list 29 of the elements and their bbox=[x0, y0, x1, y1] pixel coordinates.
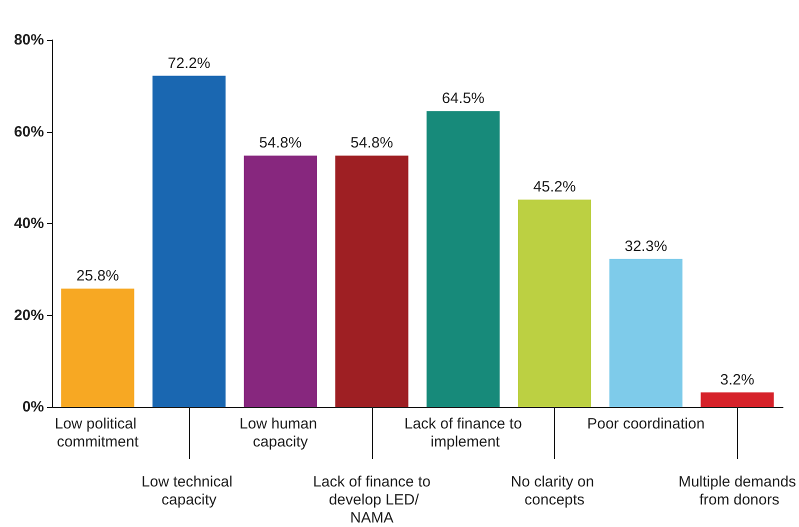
x-tick-label: Poor coordination bbox=[587, 416, 705, 432]
bar bbox=[244, 156, 317, 407]
y-tick-label: 40% bbox=[14, 215, 44, 232]
data-label: 3.2% bbox=[720, 371, 754, 388]
x-tick-label: Low human capacity bbox=[240, 416, 322, 450]
data-label: 54.8% bbox=[350, 134, 394, 152]
bar bbox=[426, 111, 500, 407]
bar bbox=[700, 392, 774, 407]
x-tick-label: Low political commitment bbox=[54, 416, 141, 450]
data-label: 25.8% bbox=[76, 268, 119, 285]
x-tick-label: Multiple demands from donors bbox=[678, 474, 796, 508]
bar bbox=[61, 288, 134, 407]
bar bbox=[335, 156, 408, 407]
bar bbox=[152, 76, 226, 407]
data-label: 45.2% bbox=[533, 178, 576, 196]
x-tick-label: Low technical capacity bbox=[142, 474, 237, 508]
data-label: 72.2% bbox=[168, 54, 210, 72]
bar bbox=[518, 200, 592, 407]
bar bbox=[609, 258, 682, 407]
data-label: 54.8% bbox=[259, 134, 302, 152]
data-label: 32.3% bbox=[624, 238, 668, 255]
x-tick-label: Lack of finance to develop LED/NAMA bbox=[312, 474, 431, 526]
y-tick-label: 20% bbox=[14, 306, 44, 324]
data-label: 64.5% bbox=[442, 90, 484, 108]
y-tick-label: 60% bbox=[14, 123, 44, 140]
y-tick-label: 80% bbox=[14, 32, 44, 48]
x-tick-label: No clarity on concepts bbox=[510, 474, 598, 508]
y-tick-label: 0% bbox=[22, 398, 44, 416]
x-tick-label: Lack of finance to implement bbox=[404, 416, 522, 450]
